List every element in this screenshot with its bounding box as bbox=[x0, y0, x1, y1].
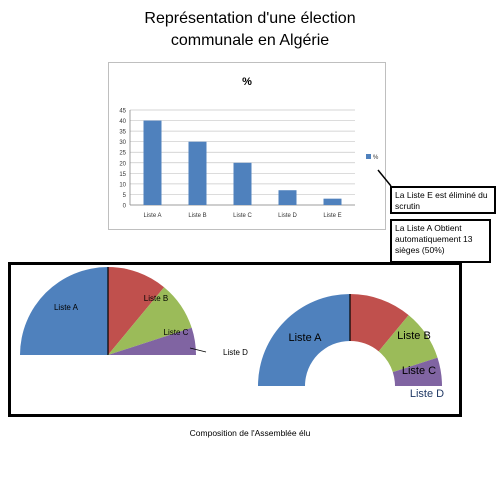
semi-donut-slice-liste-a bbox=[258, 294, 350, 386]
legend-label: % bbox=[373, 155, 379, 161]
x-tick-label: Liste A bbox=[143, 213, 161, 219]
semi-donut-slice-liste-c bbox=[378, 315, 438, 373]
page-title-line1: Représentation d'une élection bbox=[144, 10, 356, 27]
y-tick-label: 25 bbox=[119, 151, 126, 157]
x-tick-label: Liste E bbox=[323, 213, 341, 219]
y-tick-label: 40 bbox=[119, 119, 126, 125]
bar-liste-e bbox=[323, 198, 342, 205]
callout-liste-e: La Liste E est éliminé du scrutin bbox=[390, 186, 496, 214]
y-tick-label: 45 bbox=[119, 109, 126, 115]
bar-liste-d bbox=[278, 190, 297, 205]
semi-donut-label: Liste B bbox=[397, 330, 431, 342]
semi-donut-label: Liste C bbox=[402, 365, 436, 377]
page-title-line2: communale en Algérie bbox=[170, 32, 330, 49]
y-tick-label: 15 bbox=[119, 172, 126, 178]
x-tick-label: Liste B bbox=[188, 213, 206, 219]
bar-liste-b bbox=[188, 141, 207, 205]
semi-donut-label: Liste A bbox=[288, 332, 322, 344]
x-tick-label: Liste C bbox=[233, 213, 252, 219]
semi-pie-slice-liste-c bbox=[108, 287, 192, 355]
semi-pie-slice-liste-d bbox=[108, 327, 196, 355]
y-tick-label: 0 bbox=[123, 204, 127, 210]
semi-donut-label: Liste D bbox=[410, 388, 444, 400]
y-tick-label: 5 bbox=[123, 193, 127, 199]
bar-liste-a bbox=[143, 120, 162, 205]
y-tick-label: 20 bbox=[119, 161, 126, 167]
semi-pie-label: Liste B bbox=[144, 294, 168, 303]
bar-chart: % 0 5 10 15 20 25 30 35 40 45 Liste A Liste B Liste C… bbox=[108, 62, 386, 230]
y-tick-label: 10 bbox=[119, 182, 126, 188]
semi-donut-slice-liste-b bbox=[350, 294, 409, 352]
legend-swatch bbox=[366, 154, 371, 159]
label-leader-liste-d bbox=[189, 347, 207, 353]
semi-pie-slice-liste-b bbox=[108, 267, 165, 355]
semi-pie-label: Liste D bbox=[223, 348, 248, 357]
semi-donut-slice-liste-d bbox=[392, 357, 442, 386]
semicircle-panel bbox=[8, 262, 462, 417]
y-tick-label: 30 bbox=[119, 140, 126, 146]
bar-chart-title: % bbox=[242, 76, 252, 88]
semi-pie-label: Liste A bbox=[54, 303, 79, 312]
bar-liste-c bbox=[233, 162, 252, 205]
y-tick-label: 35 bbox=[119, 130, 126, 136]
semi-pie-label: Liste C bbox=[164, 328, 189, 337]
semi-pie-slice-liste-a bbox=[20, 267, 108, 355]
callout-liste-a: La Liste A Obtient automatiquement 13 si… bbox=[390, 219, 491, 263]
composition-caption: Composition de l'Assemblée élu bbox=[189, 428, 311, 438]
x-tick-label: Liste D bbox=[278, 213, 297, 219]
